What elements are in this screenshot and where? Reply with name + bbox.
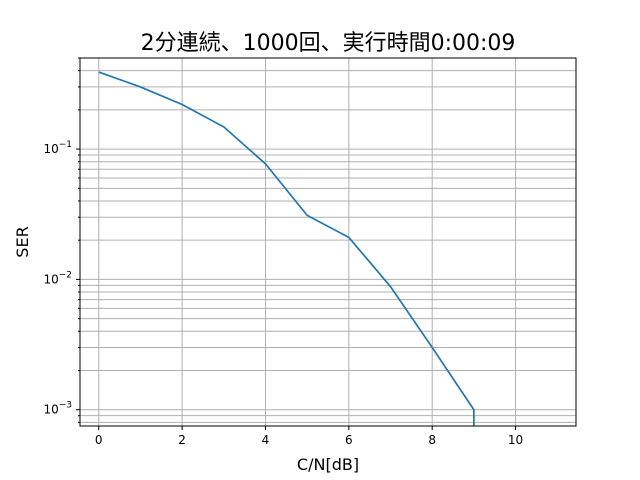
x-tick-label: 8 <box>428 433 436 447</box>
series-line <box>98 71 475 426</box>
x-tick-label: 4 <box>262 433 270 447</box>
chart-title: 2分連続、1000回、実行時間0:00:09 <box>141 31 516 56</box>
plot-area <box>98 71 475 426</box>
x-tick-label: 6 <box>345 433 353 447</box>
axes-frame <box>79 57 577 427</box>
axis-ticks: 0 2 4 6 8 10 10−3 10−2 10−1 <box>43 57 523 447</box>
y-tick-label: 10−3 <box>43 401 72 417</box>
x-tick-label: 10 <box>508 433 523 447</box>
y-axis-label: SER <box>13 226 32 257</box>
x-tick-label: 2 <box>178 433 186 447</box>
y-tick-label: 10−1 <box>43 140 72 156</box>
grid <box>80 57 576 426</box>
y-tick-label: 10−2 <box>43 270 72 286</box>
x-axis-label: C/N[dB] <box>297 455 359 474</box>
x-tick-label: 0 <box>95 433 103 447</box>
